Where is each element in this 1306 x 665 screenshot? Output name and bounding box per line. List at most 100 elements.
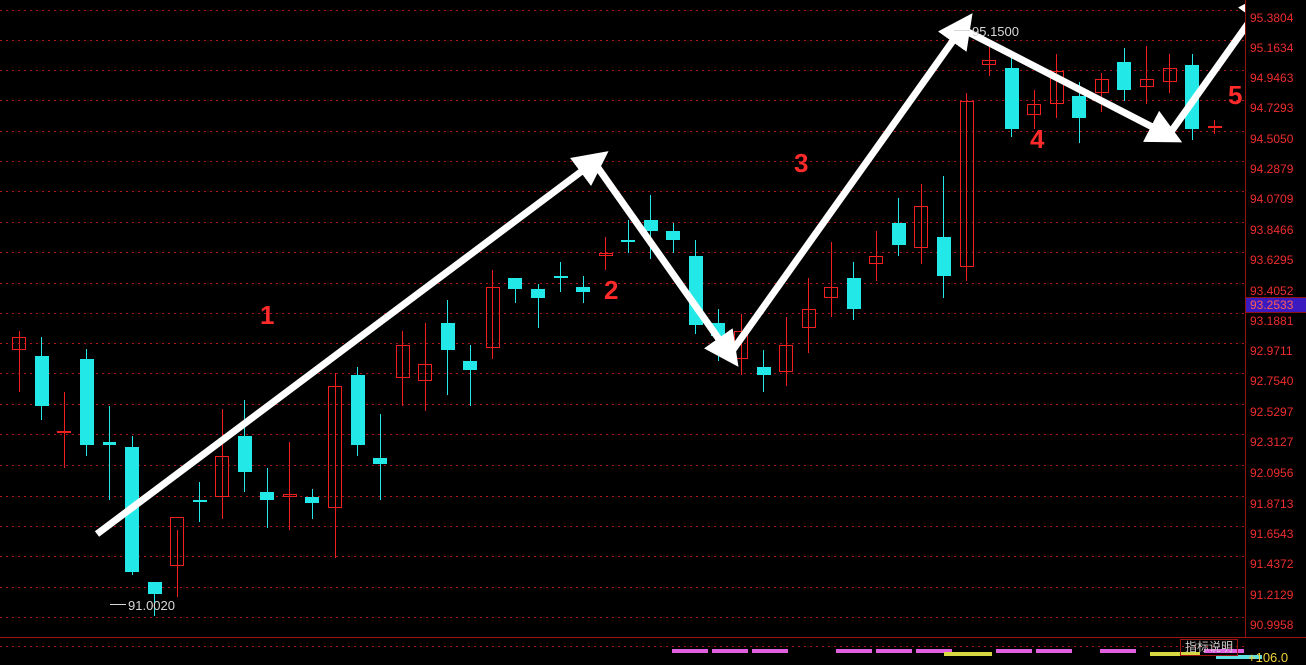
gridline	[0, 40, 1245, 41]
gridline	[0, 434, 1245, 435]
price-axis-tick: 95.3804	[1250, 11, 1294, 25]
indicator-description-button[interactable]: 指标说明	[1180, 639, 1239, 656]
wave-4-arrow[interactable]	[966, 28, 1183, 143]
gridline	[0, 496, 1245, 497]
candlestick	[801, 0, 816, 637]
candle-body	[102, 441, 117, 445]
price-axis-tick: 94.2879	[1250, 162, 1294, 176]
candlestick	[305, 0, 320, 637]
candle-body	[350, 375, 365, 445]
candle-wick	[311, 488, 313, 520]
candlestick	[215, 0, 230, 637]
candlestick	[756, 0, 771, 637]
candle-body	[282, 494, 297, 498]
price-axis[interactable]: 95.3804 95.1634 94.9463 94.7293 94.5050 94.28…	[1245, 0, 1306, 637]
candlestick	[1094, 0, 1109, 637]
price-axis-tick: 92.7540	[1250, 374, 1294, 388]
candle-body	[914, 206, 929, 248]
wave-2-arrow[interactable]	[593, 162, 739, 367]
gridline	[0, 283, 1245, 284]
candle-wick	[943, 175, 945, 298]
candlestick	[373, 0, 388, 637]
candlestick	[328, 0, 342, 637]
candle-body	[1027, 103, 1042, 115]
candle-body	[215, 455, 230, 498]
wave-3-arrow[interactable]	[727, 13, 973, 357]
candlestick	[1027, 0, 1042, 637]
wave-label-2: 2	[604, 275, 619, 305]
sub-pane-value: +106.0	[1248, 650, 1289, 665]
candle-body	[305, 497, 320, 503]
price-axis-tick: 91.6543	[1250, 527, 1294, 541]
candle-body	[937, 236, 951, 276]
sub-pane-bar	[836, 649, 872, 653]
candle-body	[869, 256, 884, 265]
wave-label-1: 1	[260, 300, 275, 330]
candle-body	[485, 286, 500, 348]
candlestick	[869, 0, 884, 637]
swing-marker-icon	[110, 604, 126, 605]
price-axis-tick: 94.7293	[1250, 101, 1294, 115]
candlestick	[237, 0, 252, 637]
sub-pane-bar	[1150, 652, 1200, 656]
gridline	[0, 252, 1245, 253]
price-axis-last-price: 93.2533	[1246, 297, 1306, 313]
gridline	[0, 556, 1245, 557]
candle-wick	[537, 283, 539, 329]
price-chart-plot-area[interactable]: 1 2 3 4 5 95.1500 91.0020	[0, 0, 1245, 637]
candlestick	[1049, 0, 1064, 637]
candle-body	[79, 358, 94, 445]
gridline	[0, 617, 1245, 618]
candlestick	[914, 0, 929, 637]
candle-body	[373, 458, 388, 464]
swing-low-label: 91.0020	[128, 598, 175, 613]
candle-body	[621, 239, 636, 243]
candle-body	[463, 361, 478, 370]
candle-body	[1140, 78, 1154, 88]
price-axis-tick: 94.0709	[1250, 192, 1294, 206]
candlestick	[824, 0, 839, 637]
candle-wick	[830, 242, 832, 318]
candle-body	[34, 355, 49, 406]
candle-wick	[1056, 54, 1058, 118]
sub-pane-bar	[672, 649, 708, 653]
gridline	[0, 343, 1245, 344]
candlestick	[959, 0, 974, 637]
candle-body	[553, 275, 568, 278]
candle-wick	[289, 441, 291, 531]
candle-body	[395, 344, 410, 379]
indicator-sub-pane[interactable]: 指标说明 +106.0	[0, 637, 1306, 664]
candle-wick	[199, 481, 201, 523]
candlestick	[576, 0, 591, 637]
candle-wick	[785, 317, 787, 387]
candlestick	[531, 0, 545, 637]
candle-wick	[1146, 45, 1148, 104]
candle-body	[643, 220, 658, 232]
candle-wick	[334, 372, 336, 559]
sub-pane-bar	[876, 649, 912, 653]
candle-wick	[154, 581, 156, 617]
candlestick	[1162, 0, 1177, 637]
candle-body	[756, 366, 771, 376]
candlestick	[1140, 0, 1154, 637]
gridline	[0, 526, 1245, 527]
wave-1-arrow[interactable]	[94, 151, 609, 537]
sub-pane-bar	[1100, 649, 1136, 653]
wave-5-arrow[interactable]	[1165, 0, 1245, 139]
price-axis-tick: 94.9463	[1250, 71, 1294, 85]
price-axis-tick: 90.9958	[1250, 618, 1294, 632]
swing-high-label: 95.1500	[972, 24, 1019, 39]
gridline	[0, 161, 1245, 162]
candle-body	[1207, 126, 1222, 128]
price-axis-tick: 93.6295	[1250, 253, 1294, 267]
candlestick-series	[12, 0, 1222, 637]
candlestick	[666, 0, 681, 637]
candlestick	[440, 0, 455, 637]
candle-body	[328, 386, 342, 509]
price-axis-tick: 92.3127	[1250, 435, 1294, 449]
candle-body	[440, 322, 455, 351]
gridline	[0, 587, 1245, 588]
candle-wick	[221, 408, 223, 520]
candle-body	[1072, 95, 1087, 118]
candle-body	[237, 436, 252, 473]
